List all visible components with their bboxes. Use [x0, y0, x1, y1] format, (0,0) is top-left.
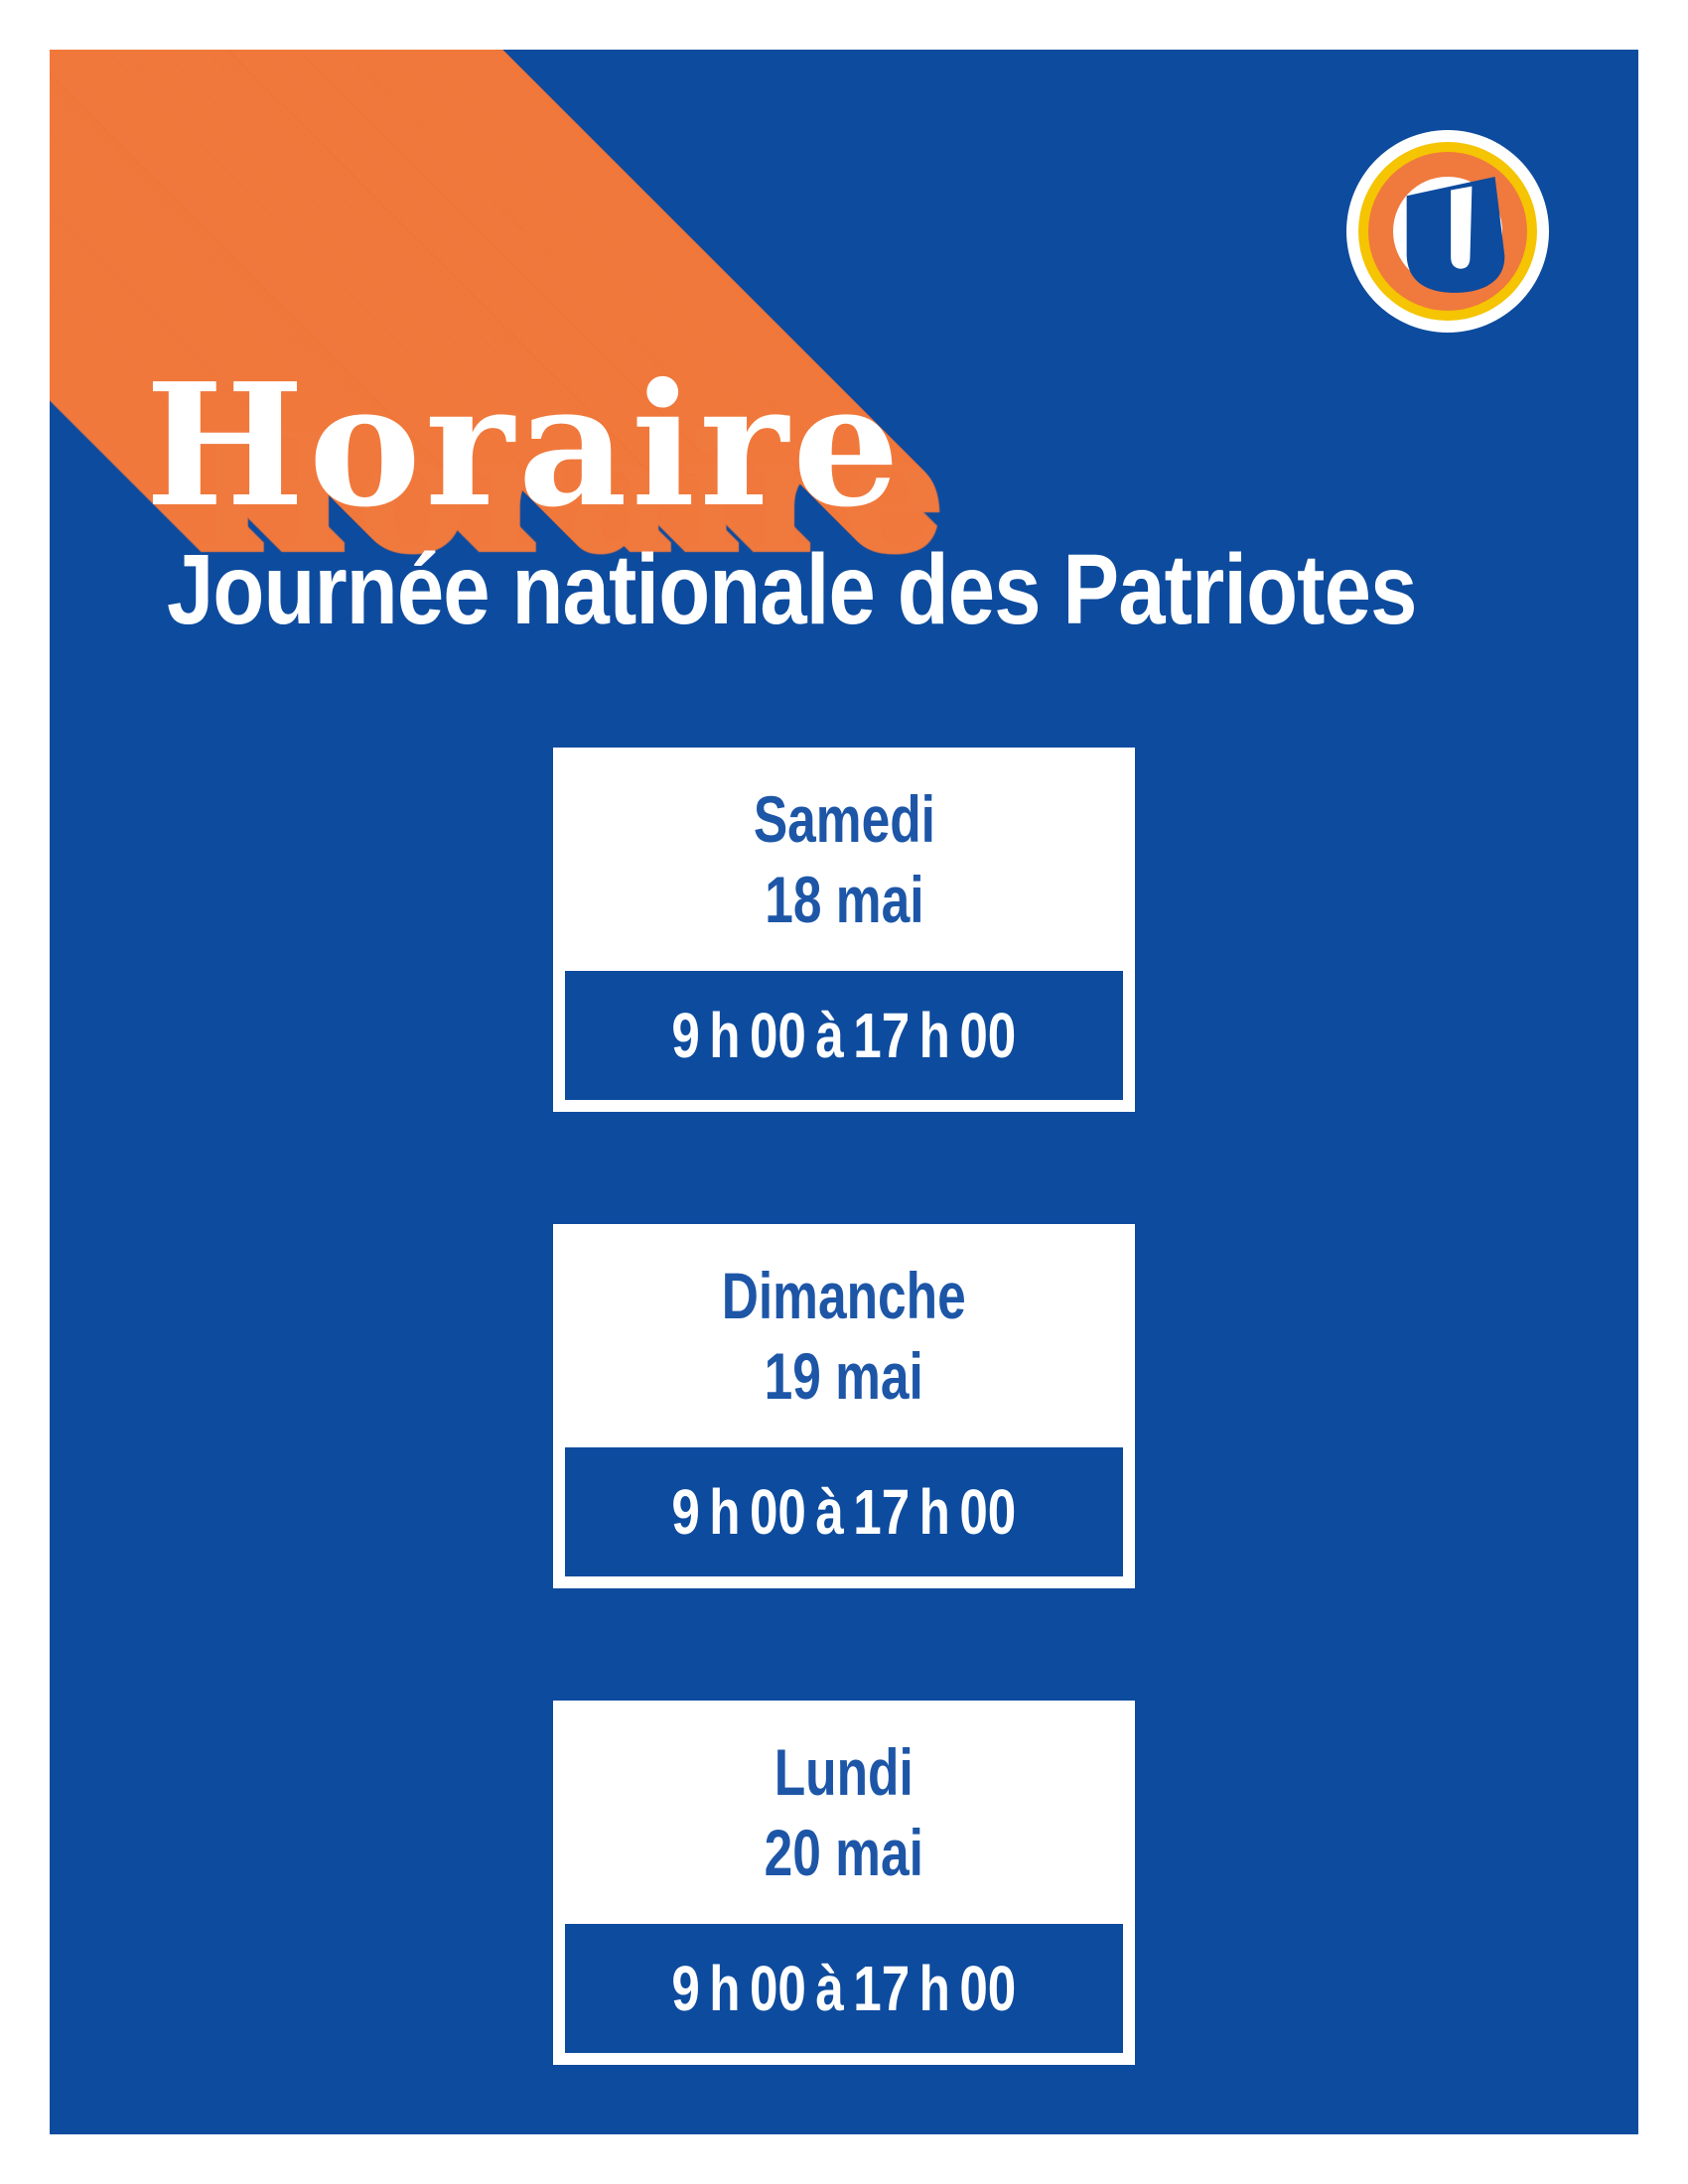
day-date: 18 mai: [764, 862, 924, 936]
page-subtitle: Journée nationale des Patriotes: [167, 534, 1417, 645]
schedule-card: Dimanche 19 mai 9 h 00 à 17 h 00: [553, 1224, 1135, 1588]
card-day-section: Lundi 20 mai: [565, 1701, 1123, 1924]
card-hours-band: 9 h 00 à 17 h 00: [565, 1447, 1123, 1576]
hours-text: 9 h 00 à 17 h 00: [671, 1476, 1017, 1548]
day-date: 19 mai: [764, 1338, 924, 1413]
card-day-section: Dimanche 19 mai: [565, 1224, 1123, 1447]
card-day-section: Samedi 18 mai: [565, 748, 1123, 971]
schedule-card: Samedi 18 mai 9 h 00 à 17 h 00: [553, 748, 1135, 1112]
schedule-card: Lundi 20 mai 9 h 00 à 17 h 00: [553, 1701, 1135, 2065]
page-title: Horaire: [145, 346, 905, 545]
card-hours-band: 9 h 00 à 17 h 00: [565, 971, 1123, 1100]
orange-diagonal-shape: [50, 50, 745, 357]
day-name: Samedi: [753, 781, 935, 856]
day-name: Dimanche: [721, 1258, 967, 1332]
uniprix-logo: [1346, 130, 1549, 333]
logo-u-icon: [1406, 176, 1505, 293]
poster-canvas: Horaire Journée nationale des Patriotes …: [50, 50, 1638, 2134]
day-name: Lundi: [774, 1734, 914, 1809]
hours-text: 9 h 00 à 17 h 00: [671, 1953, 1017, 2024]
hours-text: 9 h 00 à 17 h 00: [671, 1000, 1017, 1071]
card-hours-band: 9 h 00 à 17 h 00: [565, 1924, 1123, 2053]
day-date: 20 mai: [764, 1815, 924, 1889]
